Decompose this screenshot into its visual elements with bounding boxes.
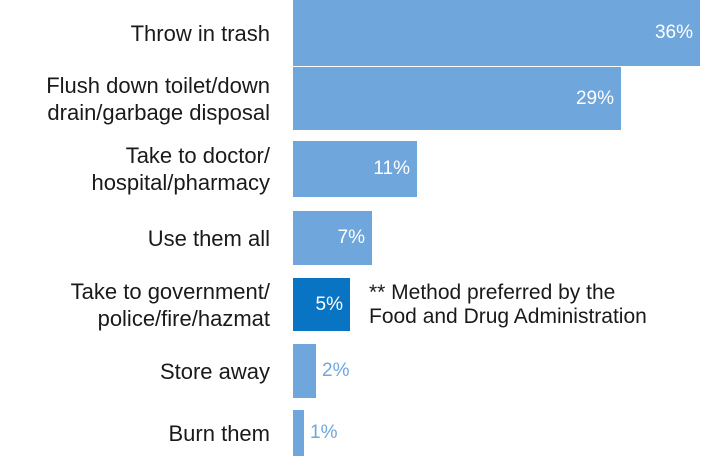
category-label-line: police/fire/hazmat (97, 305, 270, 331)
category-label: Use them all (148, 225, 270, 252)
bar (293, 67, 621, 130)
category-label-line: drain/garbage disposal (47, 99, 270, 125)
category-label: Take to government/police/fire/hazmat (71, 278, 270, 332)
bar (293, 0, 700, 66)
value-label: 36% (654, 22, 693, 43)
fda-preferred-annotation: ** Method preferred by the Food and Drug … (369, 281, 647, 329)
category-label-line: Use them all (147, 225, 270, 251)
value-label: 2% (322, 360, 350, 381)
bar (293, 410, 304, 456)
bar (293, 211, 372, 265)
value-label: 11% (373, 158, 410, 179)
annotation-line: ** Method preferred by the (369, 281, 616, 304)
bar (293, 344, 316, 398)
category-label: Take to doctor/hospital/pharmacy (91, 142, 270, 196)
category-label-line: Take to government/ (70, 278, 270, 304)
value-label: 29% (575, 87, 614, 109)
annotation-line: Food and Drug Administration (369, 305, 647, 328)
category-label-line: hospital/pharmacy (91, 170, 270, 195)
category-label: Flush down toilet/down drain/garbage disp… (46, 72, 270, 126)
bar (293, 141, 417, 197)
category-label: Throw in trash (131, 20, 270, 47)
category-label: Store away (160, 358, 270, 385)
value-label: 7% (337, 227, 365, 248)
category-label-line: Burn them (168, 420, 271, 446)
value-label: 1% (310, 422, 338, 443)
bar (293, 278, 350, 331)
category-label: Burn them (169, 420, 271, 447)
category-label-line: Throw in trash (130, 20, 270, 46)
category-label-line: Store away (159, 358, 270, 384)
category-label-line: Take to doctor/ (125, 143, 270, 168)
category-label-line: Flush down toilet/down (46, 72, 270, 98)
value-label: 5% (315, 293, 343, 315)
